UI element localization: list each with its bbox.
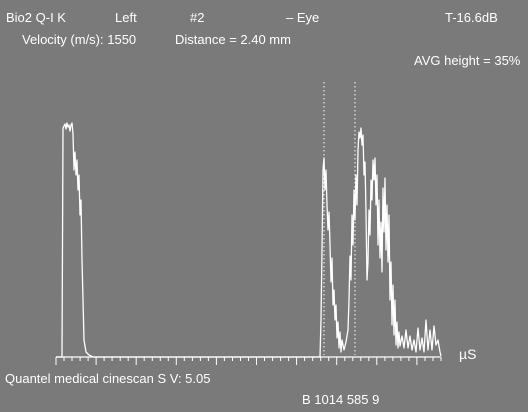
velocity-readout: Velocity (m/s): 1550: [22, 32, 137, 47]
avg-height-readout: AVG height = 35%: [414, 53, 521, 68]
echo-trace: [56, 122, 442, 358]
exam-number-label: #2: [190, 10, 205, 25]
distance-readout: Distance = 2.40 mm: [175, 32, 291, 47]
probe-label: Bio2 Q-I K: [6, 10, 66, 25]
side-label: Left: [115, 10, 137, 25]
device-label: Quantel medical cinescan S V: 5.05: [5, 371, 211, 386]
gain-label: T-16.6dB: [445, 10, 498, 25]
scan-code-label: B 1014 585 9: [302, 392, 380, 407]
axis-ticks: [55, 357, 442, 365]
axis-unit-label: µS: [459, 346, 477, 362]
mode-label: – Eye: [286, 10, 320, 25]
